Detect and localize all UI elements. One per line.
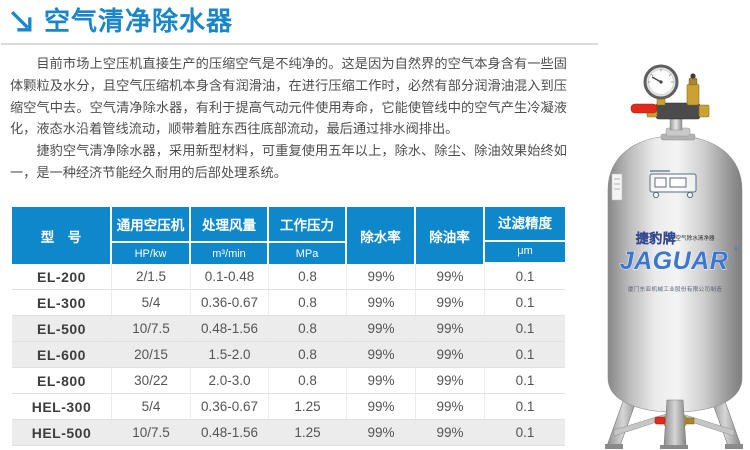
table-row: EL-600 20/15 1.5-2.0 0.8 99% 99% 0.1	[12, 342, 565, 368]
header-compressor: 通用空压机	[112, 207, 191, 244]
cell-model: HEL-500	[12, 420, 112, 446]
table-row: EL-500 10/7.5 0.48-1.56 0.8 99% 99% 0.1	[12, 316, 565, 342]
arrow-down-right-icon	[10, 10, 32, 31]
cell-airflow: 2.0-3.0	[191, 368, 269, 394]
cell-water-removal: 99%	[347, 394, 416, 420]
cell-water-removal: 99%	[347, 316, 416, 342]
cell-water-removal: 99%	[347, 420, 416, 446]
valve-lever	[630, 103, 658, 114]
brass-fitting	[686, 73, 700, 106]
header-model: 型 号	[12, 207, 112, 264]
cell-airflow: 0.36-0.67	[191, 394, 269, 420]
intro-paragraph-1: 目前市场上空压机直接生产的压缩空气是不纯净的。这是因为自然界的空气本身含有一些固…	[10, 56, 567, 137]
pressure-gauge	[643, 64, 679, 106]
page-title: 空气清净除水器	[44, 6, 234, 36]
cell-oil-removal: 99%	[416, 342, 485, 368]
intro-text: 目前市场上空压机直接生产的压缩空气是不纯净的。这是因为自然界的空气本身含有一些固…	[10, 53, 567, 184]
table-row: EL-200 2/1.5 0.1-0.48 0.8 99% 99% 0.1	[12, 264, 565, 290]
tank-top-assembly	[630, 64, 710, 141]
cell-precision: 0.1	[485, 368, 565, 394]
cell-hp-kw: 10/7.5	[112, 316, 191, 342]
cell-precision: 0.1	[485, 420, 565, 446]
cell-airflow: 1.5-2.0	[191, 342, 269, 368]
cell-hp-kw: 5/4	[112, 290, 191, 316]
tank-legs-back	[605, 392, 743, 449]
header-airflow-unit: m³/min	[191, 243, 269, 264]
cell-oil-removal: 99%	[416, 290, 485, 316]
header-precision-label: 过滤精度	[485, 207, 565, 242]
table-row: HEL-500 10/7.5 0.48-1.56 1.25 99% 99% 0.…	[12, 420, 565, 446]
cell-hp-kw: 5/4	[112, 394, 191, 420]
manifold-block	[655, 102, 701, 120]
header-water-removal: 除水率	[347, 207, 416, 264]
header-compressor-unit: HP/kw	[112, 243, 191, 264]
header-airflow: 处理风量	[191, 207, 269, 244]
cell-model: EL-600	[12, 342, 112, 368]
header-precision-unit: μm	[517, 245, 533, 257]
header-pressure: 工作压力	[269, 207, 347, 244]
cell-precision: 0.1	[485, 394, 565, 420]
tank-leg-front	[660, 399, 688, 449]
spec-table-body: EL-200 2/1.5 0.1-0.48 0.8 99% 99% 0.1 EL…	[12, 264, 565, 446]
cell-oil-removal: 99%	[416, 394, 485, 420]
cell-pressure: 0.8	[269, 342, 347, 368]
maker-label: 厦门东亚机械工业股份有限公司制造	[628, 285, 722, 293]
cell-pressure: 0.8	[269, 368, 347, 394]
tank-label: 捷豹牌 空气除水清净器 JAGUAR ® 厦门东亚机械工业股份有限公司制造	[611, 170, 738, 293]
table-row: EL-800 30/22 2.0-3.0 0.8 99% 99% 0.1	[12, 368, 565, 394]
cell-airflow: 0.36-0.67	[191, 290, 269, 316]
brand-label-sub: 空气除水清净器	[675, 234, 715, 242]
cell-pressure: 1.25	[269, 420, 347, 446]
cell-pressure: 0.8	[269, 290, 347, 316]
brand-label-cn: 捷豹牌	[636, 231, 677, 246]
cell-precision: 0.1	[485, 290, 565, 316]
compressor-lineart-icon	[649, 170, 697, 199]
cell-model: EL-800	[12, 368, 112, 394]
cell-oil-removal: 99%	[416, 264, 485, 290]
spec-table: 型 号 通用空压机 处理风量 工作压力 除水率 除油率 过滤精度 μm HP/k…	[12, 207, 565, 446]
cell-oil-removal: 99%	[416, 368, 485, 394]
tank-illustration: 捷豹牌 空气除水清净器 JAGUAR ® 厦门东亚机械工业股份有限公司制造	[605, 64, 743, 449]
cell-water-removal: 99%	[347, 368, 416, 394]
cell-pressure: 1.25	[269, 394, 347, 420]
cell-precision: 0.1	[485, 342, 565, 368]
cell-oil-removal: 99%	[416, 316, 485, 342]
cell-model: EL-200	[12, 264, 112, 290]
header-oil-removal: 除油率	[416, 207, 485, 264]
brand-label-en: JAGUAR	[620, 247, 729, 275]
cell-hp-kw: 10/7.5	[112, 420, 191, 446]
cell-water-removal: 99%	[347, 290, 416, 316]
tank-body	[607, 135, 743, 413]
header-pressure-unit: MPa	[269, 243, 347, 264]
cell-pressure: 0.8	[269, 264, 347, 290]
intro-paragraph-2: 捷豹空气清净除水器，采用新型材料，可重复使用五年以上，除水、除尘、除油效果始终如…	[10, 143, 567, 180]
cell-model: EL-500	[12, 316, 112, 342]
cell-model: HEL-300	[12, 394, 112, 420]
page-header: 空气清净除水器	[8, 5, 233, 37]
cell-water-removal: 99%	[347, 342, 416, 368]
registered-mark: ®	[734, 246, 738, 253]
cell-precision: 0.1	[485, 316, 565, 342]
cell-pressure: 0.8	[269, 316, 347, 342]
title-divider	[1, 43, 598, 45]
table-row: EL-300 5/4 0.36-0.67 0.8 99% 99% 0.1	[12, 290, 565, 316]
product-photo: 捷豹牌 空气除水清净器 JAGUAR ® 厦门东亚机械工业股份有限公司制造	[598, 48, 750, 450]
cell-water-removal: 99%	[347, 264, 416, 290]
cell-oil-removal: 99%	[416, 420, 485, 446]
table-row: HEL-300 5/4 0.36-0.67 1.25 99% 99% 0.1	[12, 394, 565, 420]
cell-airflow: 0.1-0.48	[191, 264, 269, 290]
header-precision: 过滤精度 μm	[485, 207, 565, 264]
cell-hp-kw: 2/1.5	[112, 264, 191, 290]
cell-precision: 0.1	[485, 264, 565, 290]
cell-airflow: 0.48-1.56	[191, 420, 269, 446]
cell-airflow: 0.48-1.56	[191, 316, 269, 342]
cell-hp-kw: 30/22	[112, 368, 191, 394]
cell-model: EL-300	[12, 290, 112, 316]
cell-hp-kw: 20/15	[112, 342, 191, 368]
